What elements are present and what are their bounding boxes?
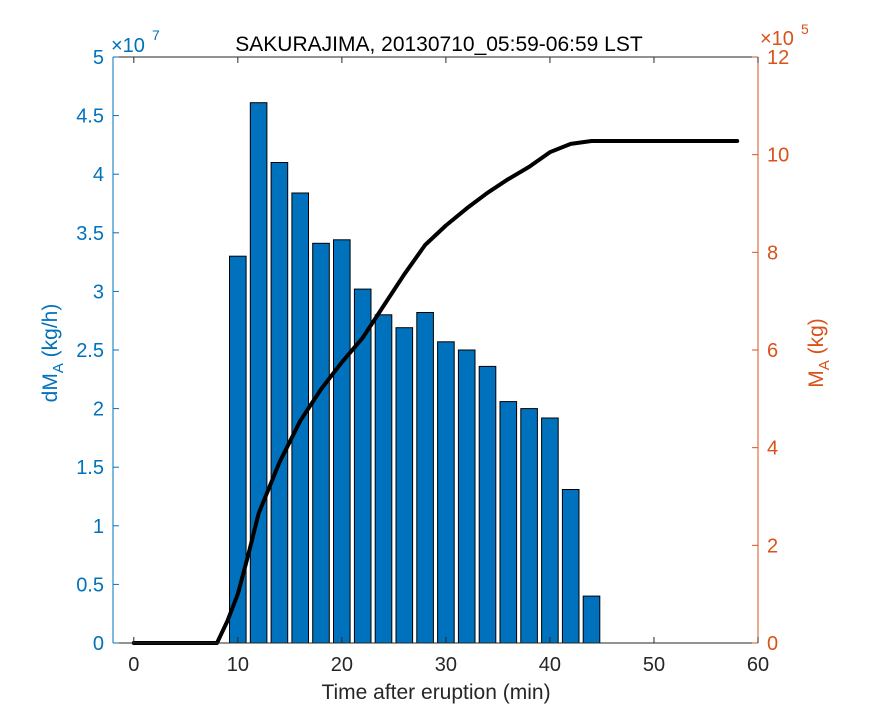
cumulative-line bbox=[131, 139, 740, 645]
bottom-tick-label: 20 bbox=[331, 654, 353, 676]
left-tick-label: 0.5 bbox=[76, 574, 104, 596]
bottom-tick-label: 50 bbox=[643, 654, 665, 676]
right-tick-label: 2 bbox=[767, 535, 778, 557]
bars-group bbox=[229, 102, 601, 644]
plot-frame bbox=[112, 56, 759, 644]
left-tick-label: 5 bbox=[93, 47, 104, 69]
left-tick-label: 4.5 bbox=[76, 106, 104, 128]
left-tick-label: 0 bbox=[93, 633, 104, 655]
bottom-tick-label: 60 bbox=[747, 654, 769, 676]
bar bbox=[333, 239, 351, 644]
left-tick-label: 3.5 bbox=[76, 223, 104, 245]
ticks-left: 0 0.5 1 1.5 2 2.5 3 3.5 4 4.5 5 bbox=[76, 47, 119, 655]
right-tick-label: 4 bbox=[767, 438, 778, 460]
bar bbox=[499, 401, 518, 644]
ticks-bottom: 0 10 20 30 40 50 60 bbox=[128, 57, 769, 676]
right-tick-label: 8 bbox=[767, 242, 778, 264]
bar bbox=[270, 162, 289, 644]
left-tick-label: 1.5 bbox=[76, 457, 104, 479]
right-tick-label: 12 bbox=[767, 47, 789, 69]
left-exponent-power: 7 bbox=[152, 27, 160, 43]
line-group bbox=[131, 139, 740, 645]
left-tick-label: 3 bbox=[93, 281, 104, 303]
right-exponent-base: ×10 bbox=[760, 28, 794, 50]
bar bbox=[437, 341, 455, 644]
bar bbox=[582, 595, 601, 644]
bottom-tick-label: 30 bbox=[435, 654, 457, 676]
left-exponent-base: ×10 bbox=[111, 35, 145, 57]
left-tick-label: 4 bbox=[93, 164, 104, 186]
right-tick-label: 0 bbox=[767, 633, 778, 655]
bottom-tick-label: 10 bbox=[227, 654, 249, 676]
ticks-right: 0 2 4 6 8 10 12 bbox=[752, 47, 789, 655]
bar bbox=[561, 489, 580, 644]
x-axis-label: Time after eruption (min) bbox=[321, 681, 550, 704]
bar bbox=[478, 365, 497, 644]
bottom-tick-label: 40 bbox=[539, 654, 561, 676]
left-exponent: ×10 7 bbox=[111, 27, 160, 57]
chart-title: SAKURAJIMA, 20130710_05:59-06:59 LST bbox=[235, 33, 643, 56]
right-axis-label: MA (kg) bbox=[805, 318, 833, 388]
bar bbox=[457, 349, 476, 644]
bar bbox=[520, 408, 538, 644]
left-tick-label: 1 bbox=[93, 516, 104, 538]
bar bbox=[395, 327, 414, 644]
bar bbox=[416, 312, 434, 644]
bar bbox=[541, 417, 559, 644]
bottom-tick-label: 0 bbox=[128, 654, 139, 676]
bar bbox=[229, 255, 247, 644]
bar bbox=[249, 102, 268, 644]
bar bbox=[374, 314, 393, 644]
left-tick-label: 2.5 bbox=[76, 340, 104, 362]
right-tick-label: 10 bbox=[767, 145, 789, 167]
right-tick-label: 6 bbox=[767, 340, 778, 362]
left-tick-label: 2 bbox=[93, 399, 104, 421]
left-axis-label: dMA (kg/h) bbox=[39, 304, 67, 403]
bar bbox=[312, 242, 330, 644]
right-exponent: ×10 5 bbox=[760, 21, 809, 50]
right-exponent-power: 5 bbox=[801, 21, 809, 37]
